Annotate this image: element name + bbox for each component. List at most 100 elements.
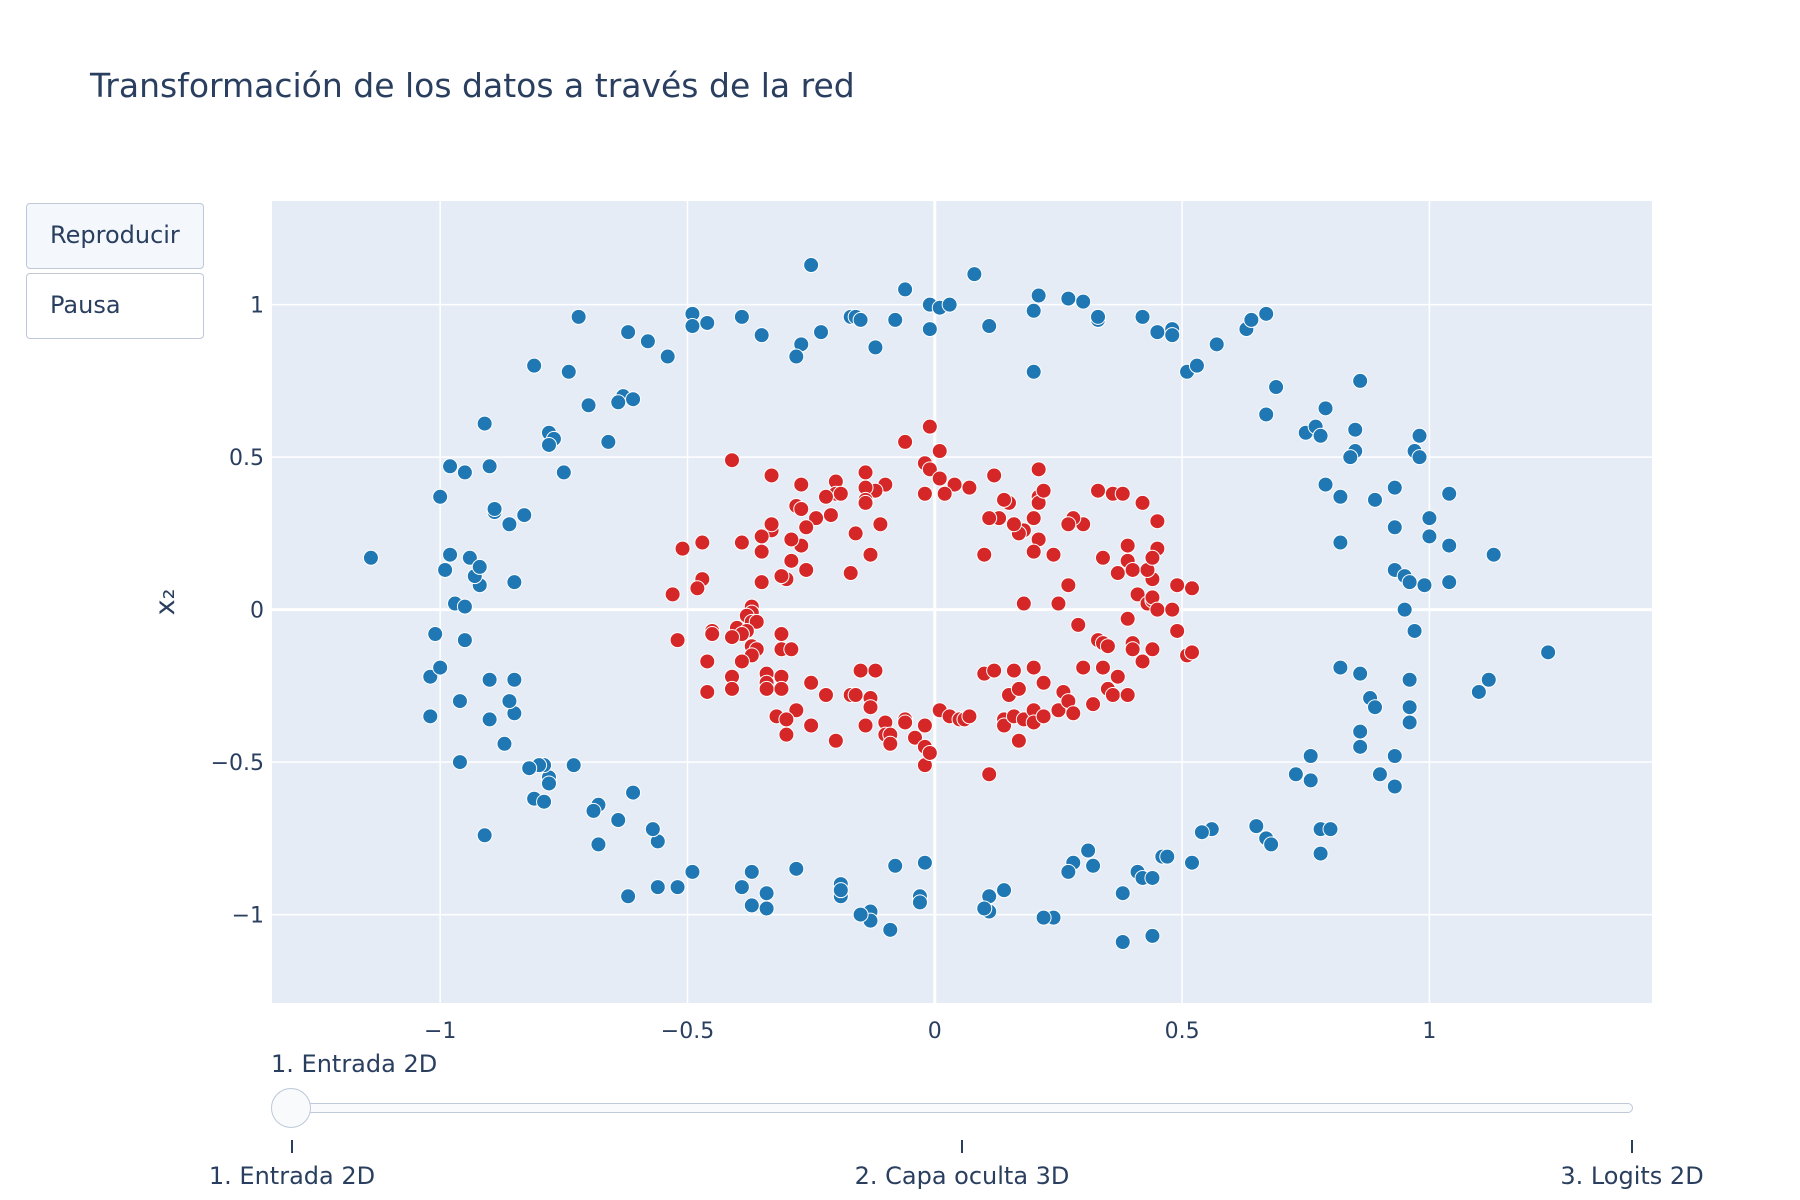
- data-point: [1030, 287, 1047, 304]
- data-point: [788, 348, 805, 365]
- data-point: [798, 519, 815, 536]
- data-point: [1094, 549, 1111, 566]
- data-point: [1134, 653, 1151, 670]
- data-point: [1149, 601, 1166, 618]
- data-point: [996, 882, 1013, 899]
- scatter-plot: −1−0.500.51 −1−0.500.51 x₁ x₂: [150, 201, 1652, 1040]
- data-point: [590, 836, 607, 853]
- data-point: [897, 714, 914, 731]
- slider-track[interactable]: [289, 1103, 1633, 1113]
- data-point: [966, 266, 983, 283]
- data-point: [1149, 513, 1166, 530]
- data-point: [911, 894, 928, 911]
- data-point: [481, 671, 498, 688]
- data-point: [422, 668, 439, 685]
- y-tick-label: 0.5: [229, 446, 264, 471]
- data-point: [620, 324, 637, 341]
- data-point: [481, 458, 498, 475]
- data-point: [1119, 610, 1136, 627]
- data-point: [743, 897, 760, 914]
- data-point: [931, 443, 948, 460]
- data-point: [862, 699, 879, 716]
- slider-step-tick: [961, 1140, 963, 1153]
- data-point: [422, 708, 439, 725]
- slider-step-entrada[interactable]: 1. Entrada 2D: [208, 1162, 376, 1190]
- data-point: [897, 281, 914, 298]
- data-point: [1035, 674, 1052, 691]
- data-point: [996, 717, 1013, 734]
- data-point: [916, 485, 933, 502]
- data-point: [1124, 561, 1141, 578]
- data-point: [580, 397, 597, 414]
- data-point: [1208, 336, 1225, 353]
- data-point: [501, 516, 518, 533]
- y-tick-label: 0: [250, 599, 264, 624]
- data-point: [1312, 845, 1329, 862]
- data-point: [1302, 747, 1319, 764]
- data-point: [516, 507, 533, 524]
- data-point: [456, 464, 473, 481]
- play-button[interactable]: Reproducir: [26, 203, 204, 269]
- data-point: [1109, 565, 1126, 582]
- data-point: [451, 693, 468, 710]
- data-point: [536, 793, 553, 810]
- slider-step-logits[interactable]: 3. Logits 2D: [1560, 1162, 1704, 1190]
- data-point: [1352, 723, 1369, 740]
- data-point: [862, 546, 879, 563]
- data-point: [1124, 641, 1141, 658]
- data-point: [936, 485, 953, 502]
- data-point: [803, 257, 820, 274]
- data-point: [1480, 671, 1497, 688]
- data-point: [1025, 510, 1042, 527]
- data-point: [1010, 732, 1027, 749]
- data-point: [758, 900, 775, 917]
- y-tick-label: 1: [250, 294, 264, 319]
- data-point: [1025, 302, 1042, 319]
- data-point: [817, 488, 834, 505]
- data-point: [872, 516, 889, 533]
- data-point: [1005, 516, 1022, 533]
- data-point: [882, 921, 899, 938]
- data-point: [456, 632, 473, 649]
- data-point: [1134, 494, 1151, 511]
- data-point: [1099, 638, 1116, 655]
- slider-handle[interactable]: [271, 1088, 311, 1128]
- data-point: [506, 574, 523, 591]
- data-point: [724, 452, 740, 469]
- data-points: [362, 257, 1557, 951]
- data-point: [758, 680, 775, 697]
- data-point: [501, 693, 518, 710]
- data-point: [1184, 580, 1200, 597]
- data-point: [1144, 549, 1161, 566]
- data-point: [832, 882, 849, 899]
- data-point: [1159, 848, 1176, 865]
- data-point: [867, 339, 884, 356]
- data-point: [1164, 601, 1181, 618]
- data-point: [684, 863, 701, 880]
- data-point: [897, 433, 914, 450]
- x-tick-label: −0.5: [661, 1019, 714, 1040]
- data-point: [743, 863, 760, 880]
- data-point: [996, 491, 1013, 508]
- pause-button[interactable]: Pausa: [26, 273, 204, 339]
- slider-step-capa-oculta[interactable]: 2. Capa oculta 3D: [854, 1162, 1070, 1190]
- data-point: [1312, 427, 1329, 444]
- data-point: [822, 507, 839, 524]
- data-point: [1263, 836, 1280, 853]
- data-point: [674, 540, 691, 557]
- data-point: [1109, 668, 1126, 685]
- data-point: [476, 827, 493, 844]
- slider-step-tick: [1631, 1140, 1633, 1153]
- data-point: [1025, 543, 1042, 560]
- data-point: [1025, 659, 1042, 676]
- data-point: [931, 470, 948, 487]
- data-point: [684, 318, 701, 335]
- data-point: [1401, 699, 1418, 716]
- data-point: [1342, 449, 1359, 466]
- data-point: [664, 586, 681, 603]
- data-point: [1441, 537, 1458, 554]
- data-point: [481, 711, 498, 728]
- data-point: [778, 726, 795, 743]
- data-point: [981, 510, 998, 527]
- data-point: [1015, 595, 1032, 612]
